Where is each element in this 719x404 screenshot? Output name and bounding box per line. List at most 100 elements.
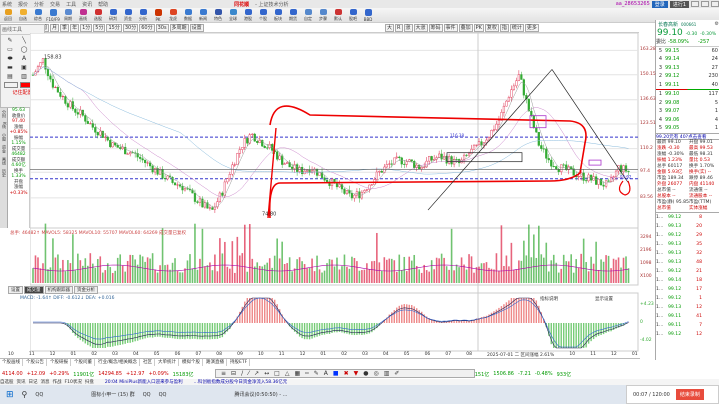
menu-item[interactable]: 系统 (2, 1, 13, 8)
taskbar-app[interactable]: QQ (35, 391, 44, 398)
menu-item[interactable]: 分析 (34, 1, 45, 8)
taskbar-app[interactable]: QQ (158, 391, 167, 398)
taskbar-app[interactable]: 腾讯会议(0:50:50) - ... (234, 392, 288, 398)
toolbar-button[interactable]: 研判 (107, 8, 119, 22)
bottom-tab[interactable]: 行业/概念/相关概念 (96, 359, 141, 366)
draw-tool[interactable]: ● (363, 370, 369, 377)
period-tab[interactable]: 月 (50, 24, 60, 32)
bottom-tab[interactable]: 个股研报 (48, 359, 71, 366)
draw-tool[interactable]: ■ (332, 370, 339, 377)
draw-tool[interactable]: ◎ (373, 370, 379, 377)
bottom-tab[interactable]: 个股问董 (72, 359, 95, 366)
toolbar-button[interactable]: 综合 (32, 8, 44, 22)
toolbar-button[interactable]: 全球 (227, 8, 239, 22)
toolbar-button[interactable]: 返回 (2, 8, 14, 22)
bottom-tab[interactable]: 大单统计 (156, 359, 180, 366)
chart-option-button[interactable]: PK (473, 24, 484, 32)
menu-item[interactable]: 资讯 (82, 1, 93, 8)
indicator-tab[interactable]: 设置 (8, 286, 23, 294)
draw-tool[interactable]: ↗ (254, 370, 260, 377)
toolbar-button[interactable]: PK (152, 8, 164, 22)
vertical-tab[interactable]: 画线 (2, 156, 7, 165)
screen-icon[interactable]: ▣ (21, 64, 27, 71)
stop-recording-button[interactable]: 结束录制 (675, 389, 704, 400)
bottom-tab[interactable]: 个股画线 (0, 359, 23, 366)
chart-option-button[interactable]: 大 (385, 24, 395, 32)
maximize-button[interactable] (701, 1, 709, 7)
chart-option-button[interactable]: 大涨 (413, 24, 428, 32)
toolbar-button[interactable]: 步骤 (317, 8, 329, 22)
vertical-tab[interactable]: 历史 (2, 168, 7, 177)
toolbar-button[interactable]: 数据 (182, 8, 194, 22)
filled-ellipse-icon[interactable]: ⬬ (7, 54, 13, 62)
draw-tool[interactable]: / (241, 370, 244, 377)
period-tab[interactable]: 季 (60, 24, 70, 32)
toolbar-button[interactable]: BBD (362, 8, 374, 22)
ticker-item[interactable]: F10状况 (64, 380, 82, 385)
settings-icon[interactable]: ⚙ (714, 21, 719, 27)
draw-tool[interactable]: ⊟ (231, 370, 237, 377)
taskbar-app[interactable]: QQ (142, 391, 151, 398)
draw-tool[interactable]: ✖ (343, 370, 349, 377)
toolbar-button[interactable]: 分析 (137, 8, 149, 22)
ticker-item[interactable]: 自选股 (0, 380, 14, 385)
chart-option-button[interactable]: 涨 (403, 24, 413, 32)
minimize-button[interactable] (691, 1, 699, 7)
chart-option-button[interactable]: 事件 (443, 24, 458, 32)
ticker-item[interactable]: 作战 (52, 380, 62, 385)
draw-tool[interactable]: ≡ (221, 370, 227, 377)
bar-icon[interactable]: ▬ (7, 64, 13, 71)
vertical-tab[interactable]: 小窗 (2, 132, 7, 141)
remember-config[interactable]: 记住配置 (12, 90, 33, 96)
line-icon[interactable]: ╲ (22, 37, 26, 44)
vertical-tab[interactable]: K线 (2, 122, 7, 129)
rect-icon[interactable]: ▭ (7, 46, 13, 53)
toolbar-button[interactable]: F10/F9 (46, 8, 60, 22)
search-icon[interactable]: ⚲ (21, 390, 28, 399)
draw-tool[interactable]: ✐ (394, 370, 400, 377)
menu-item[interactable]: 交易 (50, 1, 61, 8)
period-tab[interactable]: 5分 (93, 24, 106, 32)
ellipse-icon[interactable]: ◯ (20, 46, 28, 53)
toolbar-button[interactable]: 画线 (77, 8, 89, 22)
save-icon[interactable]: ▤ (7, 73, 13, 80)
draw-tool[interactable]: ▦ (294, 370, 301, 377)
chart-option-button[interactable]: 复权 (484, 24, 499, 32)
vertical-tab[interactable]: 分时 (2, 110, 7, 118)
toolbar-button[interactable]: 默认 (332, 8, 344, 22)
chart-option-button[interactable]: 统计 (509, 24, 524, 32)
period-tab[interactable]: 设置 (189, 24, 204, 32)
ticker-item[interactable]: 20:04 MiniPlus新能入口迎来参与盈利 (104, 380, 183, 385)
indicator-tab[interactable]: 资金分析 (74, 286, 98, 294)
period-tab[interactable]: 1分 (80, 24, 93, 32)
pencil-icon[interactable]: ✎ (7, 37, 13, 44)
draw-tool[interactable]: ⁄ (248, 370, 250, 377)
draw-tool[interactable]: ↔ (264, 370, 270, 377)
taskbar-app[interactable]: 图标小甲一 (15) 群 (91, 392, 135, 398)
order-note[interactable]: 99.20元有 40?点击查看 (656, 132, 719, 140)
draw-tool[interactable]: A (323, 370, 328, 377)
chart-option-button[interactable]: 叠加 (458, 24, 473, 32)
ticker-item[interactable]: 资讯 (16, 380, 26, 385)
line-width-select[interactable] (4, 82, 18, 88)
toolbar-button[interactable]: 板块 (272, 8, 284, 22)
toolbar-button[interactable]: 特色 (212, 8, 224, 22)
menu-item[interactable]: 报价 (18, 1, 29, 8)
menu-item[interactable]: 帮助 (98, 1, 109, 8)
bottom-tab[interactable]: 路演直播 (204, 359, 228, 366)
ticker-item[interactable]: 消息 (40, 380, 50, 385)
period-tab[interactable]: 30分 (122, 24, 139, 32)
draw-tool[interactable]: ✎ (313, 370, 319, 377)
bottom-tab[interactable]: 持股ETF (228, 359, 251, 366)
chart-option-button[interactable]: R (395, 24, 403, 32)
ticker-item[interactable]: 日记 (28, 380, 38, 385)
menu-item[interactable]: 工具 (66, 1, 77, 8)
toolbar-button[interactable]: 自定 (302, 8, 314, 22)
bottom-tab[interactable]: 社区 (141, 359, 156, 366)
login-button[interactable]: 登录 (651, 0, 668, 8)
toolbar-button[interactable]: 周期 (62, 8, 74, 22)
indicator-tab[interactable]: 机构跟踪器 (44, 286, 73, 294)
windows-start-icon[interactable]: ⊞ (6, 389, 14, 400)
period-tab[interactable]: 30s (155, 24, 169, 32)
toolbar-button[interactable]: 自选 (17, 8, 29, 22)
